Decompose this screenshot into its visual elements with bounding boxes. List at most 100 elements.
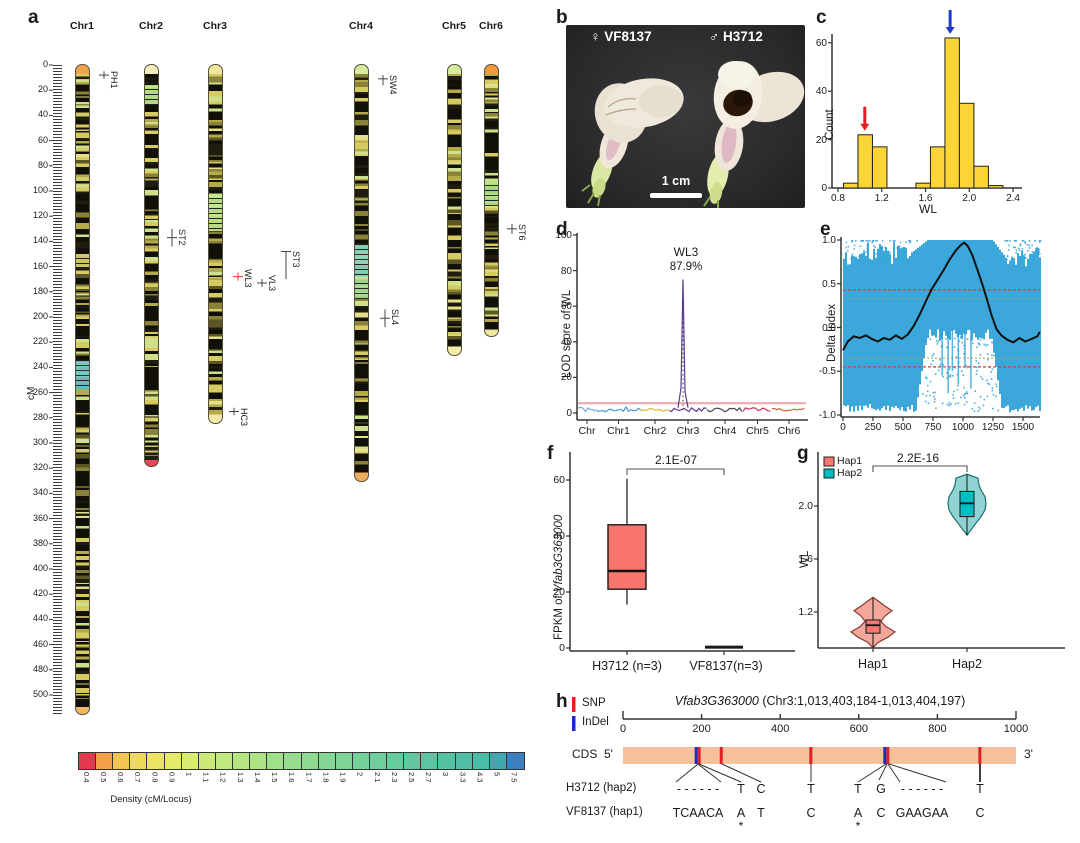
e-scatter-point <box>966 366 969 369</box>
e-scatter-point <box>1015 251 1017 254</box>
e-scatter-band <box>845 252 847 407</box>
h-hap1-allele: A <box>736 806 746 820</box>
e-scatter-band <box>939 240 941 341</box>
g-violin-hap1 <box>849 596 897 649</box>
e-scatter-point <box>977 410 979 413</box>
d-chr-label: Chr2 <box>643 425 667 437</box>
cm-tick-label: 200 <box>32 311 48 321</box>
e-scatter-point <box>957 402 960 404</box>
e-scatter-point <box>946 403 949 406</box>
e-scatter-point <box>882 255 885 258</box>
h-hap2-allele: T <box>854 782 862 796</box>
legend-cell-value: 1.3 <box>235 772 245 783</box>
h-variant-indel <box>883 747 887 764</box>
chromosome-title: Chr2 <box>139 20 163 32</box>
e-scatter-point <box>964 397 966 399</box>
e-scatter-point <box>998 363 1000 365</box>
e-scatter-band <box>895 257 897 407</box>
e-scatter-point <box>1001 362 1004 364</box>
e-scatter-point <box>872 240 874 242</box>
e-scatter-point <box>975 360 978 362</box>
d-y-tick-label: 20 <box>560 372 572 384</box>
e-scatter-point <box>865 240 868 242</box>
e-x-tick-label: 1000 <box>951 422 975 433</box>
cm-tick-label: 220 <box>32 336 48 347</box>
f-significance-bracket <box>626 468 725 475</box>
e-scatter-band <box>967 240 969 331</box>
h-hap2-allele: G <box>876 782 886 796</box>
e-scatter-point <box>934 366 937 368</box>
e-scatter-band <box>861 253 863 410</box>
e-scatter-point <box>987 382 989 385</box>
d-y-tick-label: 60 <box>560 301 572 313</box>
e-scatter-point <box>1019 243 1022 245</box>
d-peak-spike <box>677 279 689 408</box>
e-scatter-point <box>1036 246 1038 249</box>
e-scatter-point <box>991 341 993 344</box>
e-scatter-point <box>1006 240 1009 242</box>
e-scatter-point <box>963 403 966 406</box>
marker-label-sl4: SL4 <box>389 309 400 326</box>
d-y-tick-label: 100 <box>555 230 572 241</box>
e-scatter-point <box>1038 248 1041 251</box>
e-scatter-band <box>997 246 999 381</box>
g-y-tick-label: 1.2 <box>798 606 813 618</box>
e-scatter-point <box>965 401 968 403</box>
h-connector-line <box>888 763 947 783</box>
e-scatter-point <box>908 240 911 242</box>
e-scatter-point <box>935 407 937 410</box>
g-significance: 2.2E-16 <box>896 451 940 465</box>
e-scatter-point <box>1026 244 1029 246</box>
e-scatter-point <box>916 240 918 242</box>
e-scatter-point <box>1008 244 1010 247</box>
e-scatter-streak <box>951 327 954 372</box>
e-scatter-point <box>866 244 869 247</box>
e-scatter-point <box>1002 398 1005 401</box>
h-ruler-tick-label: 800 <box>928 723 947 735</box>
e-scatter-point <box>872 240 875 242</box>
cm-tick-label: 280 <box>32 411 48 422</box>
e-scatter-point <box>1022 240 1025 242</box>
h-hap2-allele: T <box>737 782 745 796</box>
e-scatter-point <box>889 240 892 242</box>
e-scatter-point <box>929 380 932 383</box>
e-scatter-point <box>858 255 861 258</box>
e-scatter-point <box>983 398 986 401</box>
e-scatter-point <box>1021 240 1024 242</box>
chromosome-chr2 <box>144 64 159 467</box>
e-scatter-point <box>1006 255 1009 257</box>
e-scatter-point <box>976 346 978 348</box>
e-scatter-point <box>1024 257 1027 259</box>
e-scatter-band <box>917 247 919 398</box>
h-legend-indel-label: InDel <box>582 716 609 728</box>
e-scatter-point <box>939 363 942 366</box>
h-variant-snp <box>978 747 982 764</box>
chromosome-band <box>209 193 222 232</box>
f-y-tick-label: 0 <box>559 642 565 654</box>
e-scatter-band <box>981 240 983 339</box>
e-scatter-point <box>942 375 945 378</box>
e-scatter-point <box>993 354 995 357</box>
e-scatter-point <box>954 402 957 405</box>
e-scatter-band <box>867 242 869 408</box>
e-scatter-point <box>960 396 962 399</box>
histogram-bar <box>871 146 888 189</box>
e-scatter-point <box>948 401 951 404</box>
h-hap1-allele: C <box>806 806 816 820</box>
h-hap1-allele: T <box>757 806 765 820</box>
e-scatter-point <box>956 335 959 337</box>
e-scatter-band <box>857 258 859 411</box>
cm-tick-label: 240 <box>32 361 48 372</box>
e-x-tick-label: 0 <box>840 422 846 433</box>
c-y-tick-label: 20 <box>815 134 827 146</box>
e-scatter-point <box>941 402 944 405</box>
e-scatter-point <box>950 403 952 405</box>
e-scatter-point <box>1012 246 1015 249</box>
marker-label-st3: ST3 <box>290 251 301 268</box>
e-scatter-point <box>1004 240 1006 242</box>
e-scatter-point <box>988 383 991 386</box>
e-scatter-point <box>860 240 863 242</box>
chromosome-chr5 <box>447 64 462 356</box>
e-scatter-point <box>1028 240 1031 242</box>
h-ruler-tick-label: 400 <box>771 723 790 735</box>
